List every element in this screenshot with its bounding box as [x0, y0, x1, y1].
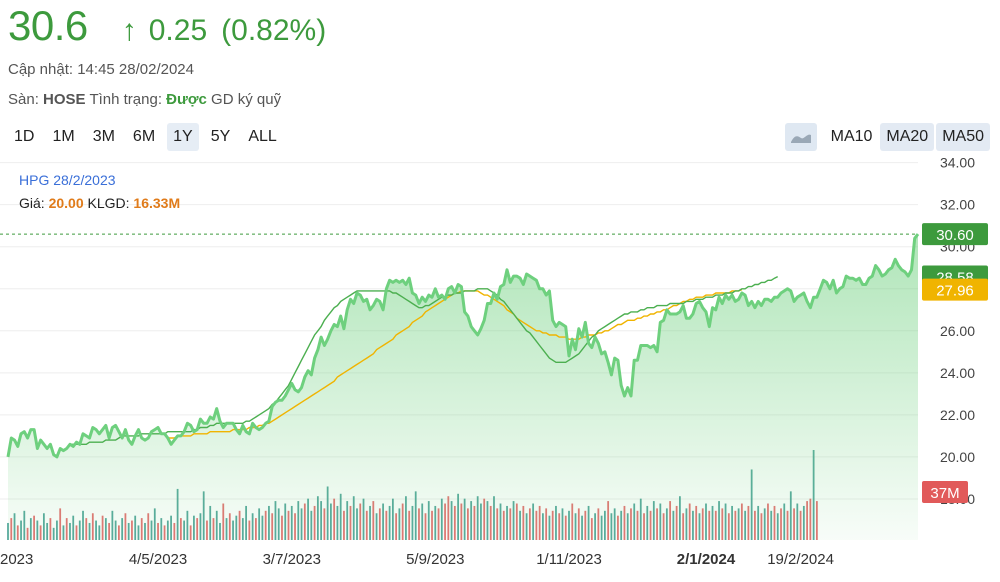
tooltip-price-label: Giá: [19, 195, 45, 211]
x-tick-label: 3/7/2023 [263, 551, 321, 568]
range-5y-button[interactable]: 5Y [210, 128, 231, 145]
volume-badge-bg [922, 481, 968, 503]
price-change-percent: (0.82%) [221, 14, 327, 47]
price-badge: 27.96 [922, 278, 988, 301]
area-chart-icon [790, 134, 811, 143]
y-tick-label: 20.00 [940, 449, 975, 465]
range-all-button[interactable]: ALL [248, 128, 277, 145]
tooltip-price: 20.00 [48, 195, 84, 211]
indicator-toolbar: MA10 MA20 MA50 [784, 123, 990, 151]
range-1m-button[interactable]: 1M [52, 128, 75, 145]
x-axis: 2023 4/5/2023 3/7/2023 5/9/2023 1/11/2023 2/1… [0, 551, 834, 568]
price-area [8, 234, 918, 540]
volume-badge: 37M [922, 481, 968, 503]
exchange-value: HOSE [43, 91, 86, 108]
status-value: Được [166, 91, 207, 108]
ma20-line [70, 275, 779, 445]
exchange-label: Sàn: [8, 91, 39, 108]
ma20-button[interactable]: MA20 [880, 123, 935, 151]
range-3m-button[interactable]: 3M [92, 128, 115, 145]
updated-time: 14:45 28/02/2024 [77, 61, 194, 78]
range-1y-button[interactable]: 1Y [167, 123, 199, 151]
volume-badge-label: 37M [930, 485, 959, 502]
tooltip-volume: 16.33M [133, 195, 181, 211]
update-time-line: Cập nhật: 14:45 28/02/2024 [8, 61, 194, 78]
ma10-button[interactable]: MA10 [830, 128, 873, 145]
exchange-status-line: Sàn: HOSE Tình trạng: Được GD ký quỹ [8, 91, 281, 108]
price-line [6, 233, 920, 459]
badge-label: 27.96 [936, 283, 974, 300]
current-price: 30.6 [8, 2, 88, 49]
price-header: 30.6 ↑ 0.25 (0.82%) [8, 2, 326, 52]
y-axis: 18.0020.0022.0024.0026.0028.0030.0032.00… [940, 155, 975, 507]
x-tick-label: 2023 [0, 551, 33, 568]
price-area-fill [8, 234, 918, 540]
range-6m-button[interactable]: 6M [132, 128, 156, 145]
badge-bg [922, 223, 988, 246]
margin-label: GD ký quỹ [211, 91, 282, 108]
price-change: 0.25 [148, 14, 208, 47]
x-tick-label: 2/1/2024 [677, 551, 736, 568]
x-tick-label: 5/9/2023 [406, 551, 464, 568]
up-arrow-icon: ↑ [121, 14, 137, 47]
badge-label: 30.60 [936, 227, 974, 244]
y-tick-label: 24.00 [940, 365, 975, 381]
updated-label: Cập nhật: [8, 61, 74, 78]
y-tick-label: 32.00 [940, 197, 975, 213]
tooltip-values: Giá: 20.00 KLGD: 16.33M [19, 195, 180, 211]
price-series-line [6, 233, 920, 459]
price-chart[interactable]: 18.0020.0022.0024.0026.0028.0030.0032.00… [0, 150, 1000, 582]
x-tick-label: 1/11/2023 [536, 551, 602, 568]
ma50-button[interactable]: MA50 [936, 123, 990, 151]
tooltip-header: HPG 28/2/2023 [19, 172, 116, 188]
price-badge: 30.60 [922, 223, 988, 246]
x-tick-label: 4/5/2023 [129, 551, 187, 568]
y-tick-label: 34.00 [940, 155, 975, 171]
y-tick-label: 22.00 [940, 407, 975, 423]
range-selector: 1D 1M 3M 6M 1Y 5Y ALL [8, 123, 289, 151]
status-label: Tình trạng: [89, 91, 162, 108]
badge-bg [922, 278, 988, 301]
range-1d-button[interactable]: 1D [14, 128, 35, 145]
area-chart-toggle[interactable] [784, 123, 817, 151]
y-tick-label: 26.00 [940, 323, 975, 339]
hover-tooltip: HPG 28/2/2023 Giá: 20.00 KLGD: 16.33M [19, 172, 180, 211]
tooltip-volume-label: KLGD: [87, 195, 130, 211]
x-tick-label: 19/2/2024 [767, 551, 834, 568]
